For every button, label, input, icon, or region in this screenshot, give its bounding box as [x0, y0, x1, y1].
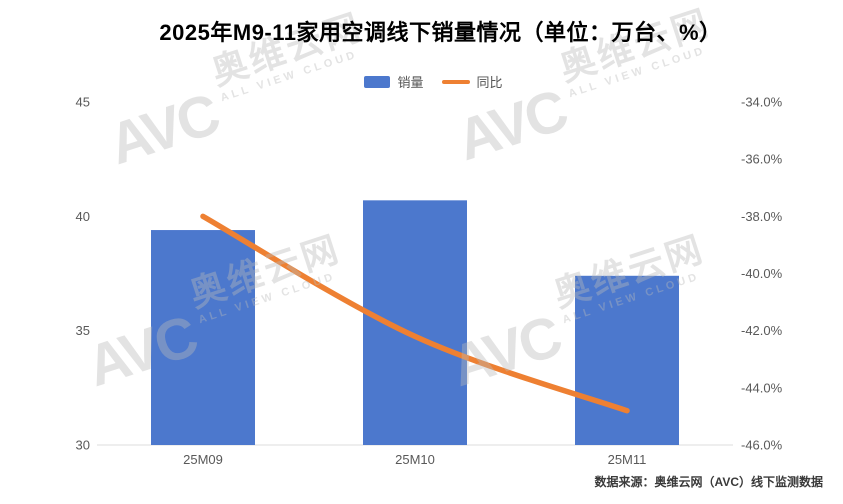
- right-axis-tick-label: -34.0%: [741, 95, 783, 110]
- x-axis-category-label: 25M09: [183, 452, 223, 467]
- x-axis-category-label: 25M11: [608, 452, 647, 467]
- legend-item-yoy: 同比: [441, 72, 503, 91]
- x-axis-category-label: 25M10: [395, 452, 435, 467]
- legend-sales-label: 销量: [397, 75, 424, 90]
- left-axis-tick-label: 40: [76, 209, 90, 224]
- legend-bar-swatch-icon: [364, 75, 391, 88]
- right-axis-tick-label: -38.0%: [741, 209, 783, 224]
- yoy-line: [200, 213, 630, 414]
- source-note: 数据来源：奥维云网（AVC）线下监测数据: [594, 475, 823, 489]
- right-axis-tick-label: -42.0%: [741, 323, 783, 338]
- bar-25M10: [363, 200, 467, 445]
- legend: 销量 同比: [0, 72, 843, 91]
- left-axis-tick-label: 45: [76, 95, 90, 110]
- left-axis-tick-label: 30: [76, 438, 90, 453]
- bar-25M11: [575, 275, 679, 445]
- right-axis-tick-label: -46.0%: [741, 438, 783, 453]
- left-axis-tick-label: 35: [76, 323, 90, 338]
- bar-25M09: [151, 230, 255, 445]
- legend-yoy-label: 同比: [476, 75, 503, 90]
- legend-line-swatch-icon: [441, 79, 470, 84]
- right-axis-tick-label: -40.0%: [741, 266, 783, 281]
- legend-item-sales: 销量: [364, 72, 424, 91]
- right-axis-tick-label: -36.0%: [741, 152, 783, 167]
- chart-title: 2025年M9-11家用空调线下销量情况（单位：万台、%）: [159, 20, 722, 45]
- right-axis-tick-label: -44.0%: [741, 380, 783, 395]
